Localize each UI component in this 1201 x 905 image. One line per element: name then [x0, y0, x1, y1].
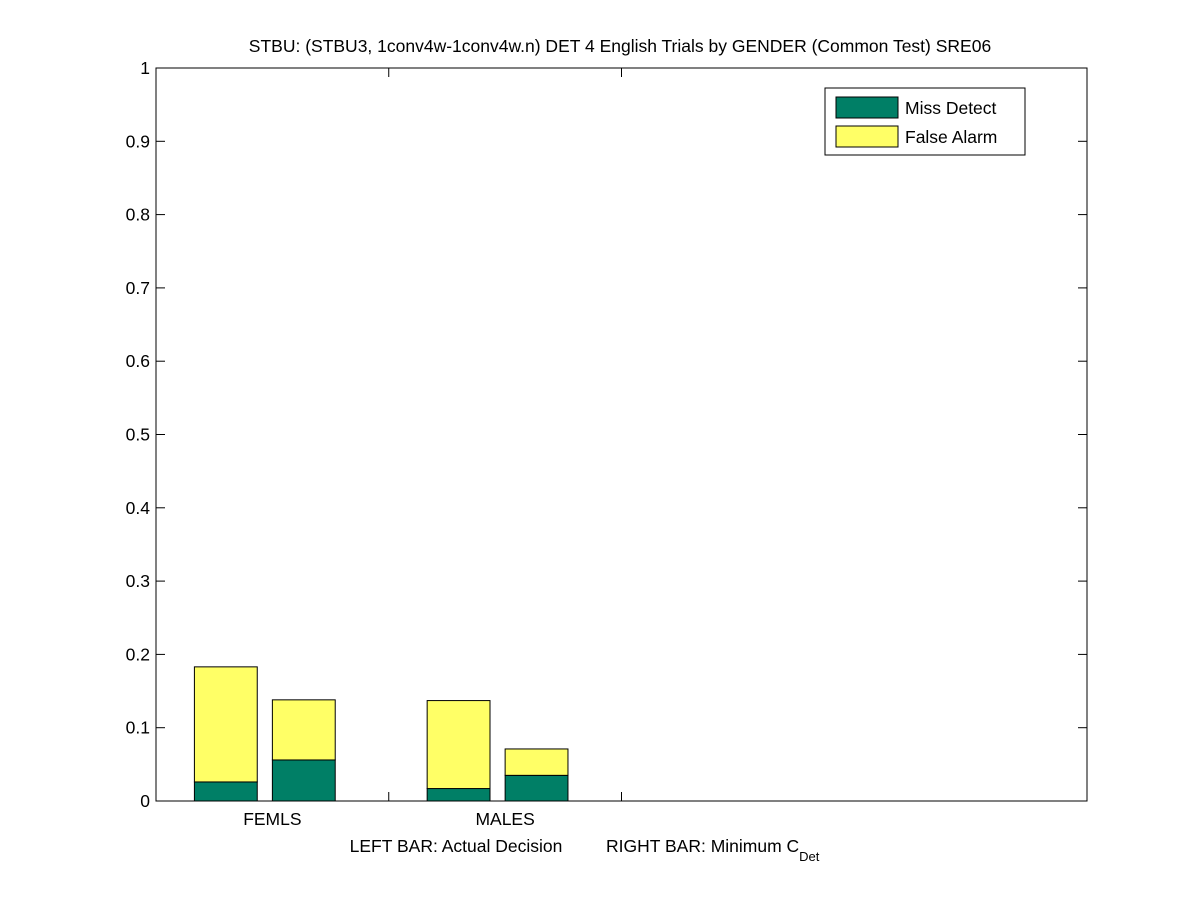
y-tick-label: 0.7 — [126, 278, 150, 298]
bar-femls-right-bar-miss-detect — [271, 759, 336, 802]
x-axis-label-left: LEFT BAR: Actual Decision — [350, 836, 563, 856]
y-tick-label: 0 — [140, 791, 150, 811]
y-tick-label: 1 — [140, 58, 150, 78]
bar-group — [193, 666, 569, 802]
y-axis: 0 0.1 0.2 0.3 0.4 0.5 0.6 0.7 0.8 0.9 1 — [126, 58, 1087, 811]
bar-males-left-bar-miss-detect — [426, 788, 491, 802]
y-tick-label: 0.4 — [126, 498, 151, 518]
x-axis-label-right: RIGHT BAR: Minimum CDet — [606, 836, 820, 864]
y-tick-label: 0.1 — [126, 718, 150, 738]
y-tick-label: 0.5 — [126, 425, 150, 445]
x-axis-label-right-main: RIGHT BAR: Minimum C — [606, 836, 799, 856]
x-axis-label-right-subscript: Det — [799, 849, 820, 864]
plot-area-frame — [155, 67, 1088, 802]
legend-swatch-false-alarm — [835, 125, 899, 148]
legend: Miss Detect False Alarm — [824, 87, 1026, 156]
legend-label-miss-detect: Miss Detect — [905, 98, 997, 118]
category-label-males: MALES — [475, 809, 534, 829]
bar-femls-left-bar-false-alarm — [193, 666, 258, 783]
x-axis-ticks — [388, 68, 622, 801]
bar-femls-left-bar-miss-detect — [193, 781, 258, 802]
legend-swatch-miss-detect — [835, 96, 899, 119]
y-tick-label: 0.8 — [126, 205, 150, 225]
y-tick-label: 0.3 — [126, 571, 150, 591]
chart-title: STBU: (STBU3, 1conv4w-1conv4w.n) DET 4 E… — [249, 36, 991, 56]
y-tick-label: 0.2 — [126, 644, 150, 664]
y-tick-label: 0.9 — [126, 131, 150, 151]
legend-label-false-alarm: False Alarm — [905, 127, 997, 147]
bar-males-left-bar-false-alarm — [426, 700, 491, 790]
y-tick-label: 0.6 — [126, 351, 150, 371]
category-labels: FEMLS MALES — [243, 809, 535, 829]
bar-males-right-bar-false-alarm — [504, 748, 569, 776]
bar-femls-right-bar-false-alarm — [271, 699, 336, 761]
bar-males-right-bar-miss-detect — [504, 774, 569, 802]
category-label-femls: FEMLS — [243, 809, 301, 829]
